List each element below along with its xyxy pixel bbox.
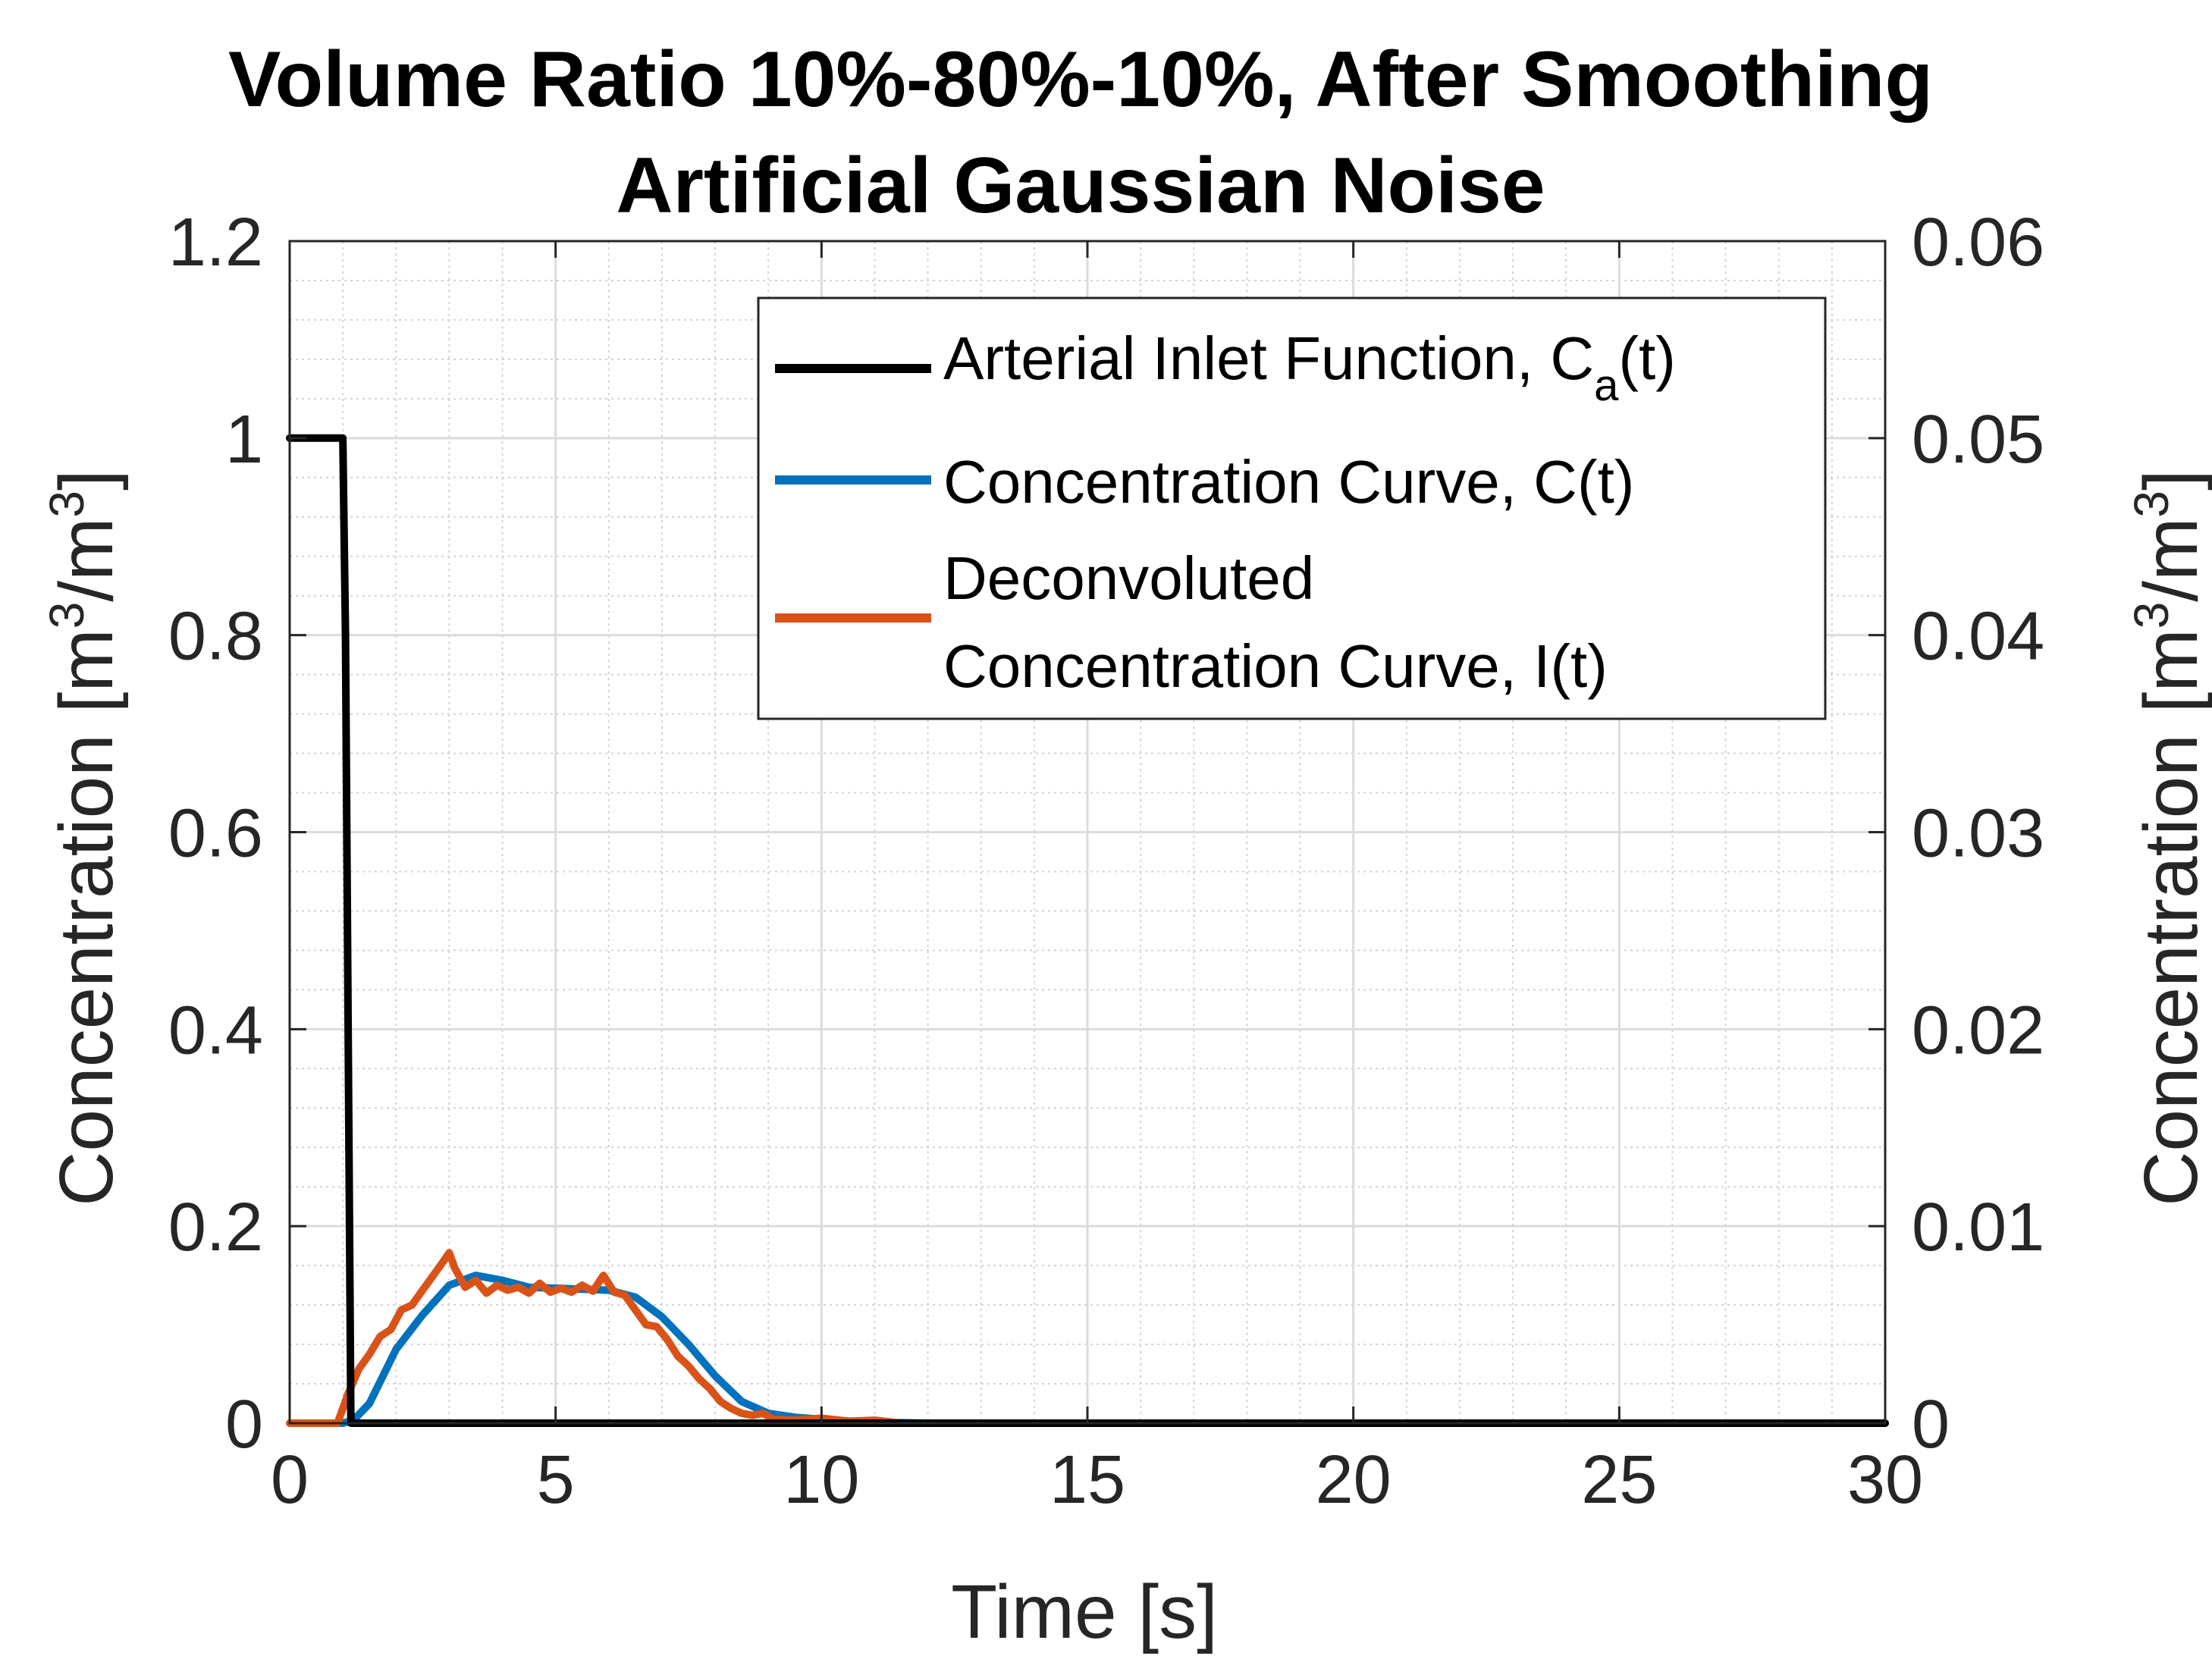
y-label-right-mid: /m [2129,518,2212,602]
tick-layer: 0 5 10 15 20 25 3000.20.40.60.811.200.010.020.… [168,205,2044,1518]
y-left-tick-label: 0.8 [168,599,263,675]
legend-label-deconvoluted-line-2: Concentration Curve, I(t) [943,632,1608,700]
legend-label-deconvoluted-line-1: Deconvoluted [943,544,1314,612]
y-label-left-exp1: 3 [39,602,94,629]
y-right-tick-label: 0.05 [1912,402,2044,478]
y-left-tick-label: 0.6 [168,796,263,872]
y-right-tick-label: 0.01 [1912,1190,2044,1265]
y-left-tick-label: 0.4 [168,993,263,1068]
y-label-left-base: Concentration [m [44,629,129,1206]
y-left-tick-label: 0.2 [168,1190,263,1265]
y-label-right-exp1: 3 [2124,602,2179,629]
y-label-left-exp2: 3 [39,491,94,518]
y-right-tick-label: 0.03 [1912,796,2044,872]
x-tick-label: 5 [537,1442,575,1518]
y-right-tick-label: 0.06 [1912,205,2044,281]
y-left-tick-label: 0 [225,1387,263,1463]
x-tick-label: 30 [1847,1442,1923,1518]
x-tick-label: 25 [1581,1442,1657,1518]
y-right-tick-label: 0.04 [1912,599,2044,675]
series-line-2 [286,1249,1889,1427]
y-label-left-end: ] [44,469,129,491]
chart-title-line-1: Volume Ratio 10%-80%-10%, After Smoothin… [228,36,1933,124]
legend-label-arterial: Arterial Inlet Function, Ca(t) [943,325,1676,410]
x-tick-label: 10 [783,1442,859,1518]
y-right-tick-label: 0 [1912,1387,1950,1463]
y-label-right-exp2: 3 [2124,491,2179,518]
legend: Arterial Inlet Function, Ca(t) Concentra… [757,296,1827,720]
x-tick-label: 0 [271,1442,309,1518]
y-right-tick-label: 0.02 [1912,993,2044,1068]
chart-title-line-2: Artificial Gaussian Noise [616,142,1545,230]
y-left-tick-label: 1 [225,402,263,478]
legend-label-concentration: Concentration Curve, C(t) [943,448,1634,516]
y-label-left-mid: /m [44,518,129,602]
y-axis-label-right: Concentration [m3/m3] [2124,469,2212,1206]
y-axis-label-left: Concentration [m3/m3] [39,469,129,1206]
x-tick-label: 20 [1316,1442,1392,1518]
y-label-right-base: Concentration [m [2129,629,2212,1206]
y-left-tick-label: 1.2 [168,205,263,281]
x-tick-label: 15 [1050,1442,1125,1518]
x-axis-label: Time [s] [951,1570,1218,1654]
legend-box [757,296,1827,720]
y-label-right-end: ] [2129,469,2212,491]
